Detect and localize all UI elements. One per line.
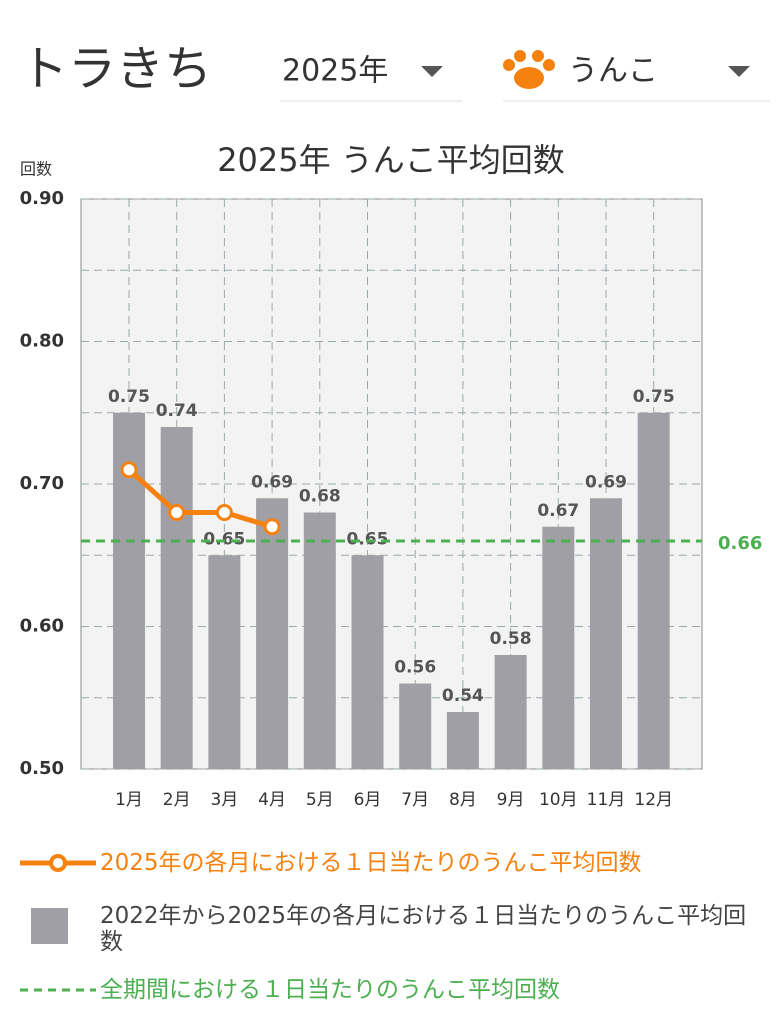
point: [263, 518, 281, 536]
x-tick-label: 6月: [354, 790, 382, 810]
point: [120, 461, 138, 479]
y-axis-label: 回数: [20, 160, 52, 179]
x-tick-label: 3月: [210, 790, 238, 810]
bar: [303, 512, 336, 769]
app-title: トラきち: [20, 41, 212, 97]
chart-title: 2025年 うんこ平均回数: [217, 141, 565, 179]
x-tick-label: 11月: [587, 790, 626, 810]
legend-ref-icon: [20, 988, 96, 992]
dropdown-arrow: [728, 66, 750, 77]
x-tick-label: 4月: [258, 790, 286, 810]
legend-entry: 2022年から2025年の各月における１日当たりのうんこ平均回数: [100, 903, 747, 955]
data-label: 0.65: [203, 529, 245, 549]
y-tick-label: 0.80: [20, 331, 64, 352]
data-label: 0.69: [585, 472, 627, 492]
bar: [351, 555, 384, 769]
data-label: 0.68: [299, 487, 341, 507]
bar: [590, 498, 622, 769]
y-tick-label: 0.60: [20, 616, 64, 637]
year-value: 2025年: [282, 54, 388, 89]
data-label: 0.65: [347, 529, 389, 549]
reference-label: 0.66: [718, 533, 762, 554]
data-label: 0.75: [108, 387, 150, 407]
point: [168, 504, 186, 521]
paw-icon: [503, 50, 555, 89]
x-tick-label: 7月: [401, 790, 429, 810]
y-tick-label: 0.50: [20, 758, 64, 779]
bar: [399, 683, 432, 769]
bar: [256, 498, 289, 769]
y-tick-label: 0.90: [20, 188, 64, 209]
x-tick-label: 1月: [115, 790, 143, 810]
year-dropdown[interactable]: 2025年: [280, 54, 462, 102]
bar: [160, 427, 193, 769]
legend-entry: 全期間における１日当たりのうんこ平均回数: [100, 977, 560, 1003]
category-dropdown[interactable]: うんこ: [503, 50, 770, 102]
data-label: 0.69: [251, 472, 293, 492]
x-tick-label: 5月: [306, 790, 334, 810]
data-label: 0.58: [490, 629, 532, 649]
legend-entry: 2025年の各月における１日当たりのうんこ平均回数: [100, 850, 642, 876]
data-label: 0.54: [442, 686, 484, 706]
category-value: うんこ: [568, 54, 658, 89]
screen: トラきち 2025年 うんこ 2025年 うんこ平均回数 回数 0.50 0.60…: [20, 41, 770, 810]
x-tick-label: 10月: [539, 790, 578, 810]
bar: [208, 555, 241, 769]
dropdown-arrow: [421, 66, 443, 77]
bar: [637, 412, 670, 769]
x-tick-label: 9月: [497, 790, 525, 810]
data-label: 0.67: [537, 501, 579, 521]
data-label: 0.75: [633, 387, 675, 407]
line: [127, 467, 273, 530]
bar: [494, 655, 527, 769]
bar: [542, 526, 575, 769]
data-label: 0.74: [156, 401, 198, 421]
point: [215, 504, 233, 521]
bar: [446, 712, 479, 769]
data-label: 0.56: [394, 658, 436, 678]
x-tick-label: 2月: [163, 790, 191, 810]
x-tick-label: 12月: [634, 790, 673, 810]
y-tick-label: 0.70: [20, 473, 64, 494]
x-tick-label: 8月: [449, 790, 477, 810]
legend-line-icon: [20, 854, 96, 872]
legend-bar-icon: [31, 908, 68, 944]
